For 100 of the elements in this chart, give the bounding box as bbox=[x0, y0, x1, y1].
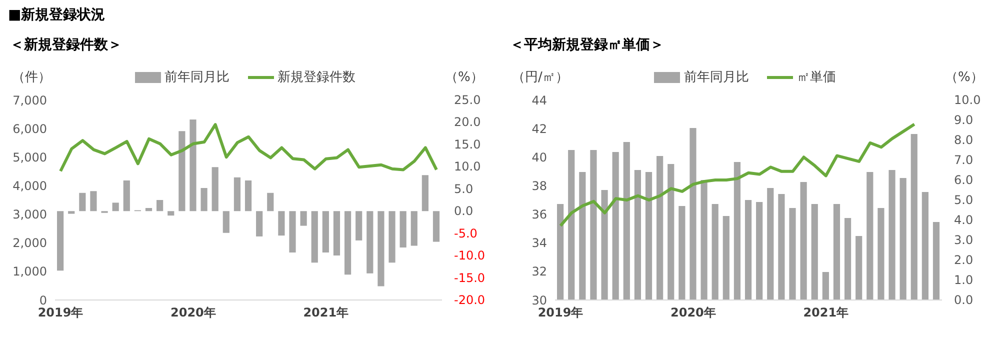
bar bbox=[634, 170, 641, 300]
bar bbox=[800, 182, 807, 300]
y2-tick-label: 6.0 bbox=[954, 173, 974, 187]
bar bbox=[400, 211, 406, 248]
bar bbox=[568, 150, 575, 300]
y2-axis-title: （%） bbox=[945, 69, 984, 86]
y2-axis-title: （%） bbox=[445, 69, 484, 86]
y2-tick-label: 2.0 bbox=[954, 253, 974, 267]
y-tick-label: 0 bbox=[39, 293, 47, 308]
y2-tick-label: 9.0 bbox=[954, 113, 974, 127]
x-tick-label: 2021年 bbox=[803, 306, 849, 320]
bar bbox=[432, 211, 440, 242]
bar bbox=[57, 211, 64, 271]
y2-tick-label: 0.0 bbox=[454, 204, 474, 218]
bar bbox=[388, 211, 396, 263]
y2-tick-label: 20.0 bbox=[454, 115, 481, 130]
y-axis-title: （件） bbox=[12, 69, 51, 86]
bar bbox=[922, 192, 928, 300]
bar bbox=[278, 211, 285, 236]
bar bbox=[311, 211, 318, 263]
bar bbox=[900, 178, 906, 300]
line-series bbox=[59, 123, 438, 173]
y-tick-label: 7,000 bbox=[12, 93, 47, 108]
bar bbox=[178, 131, 186, 212]
bar bbox=[579, 172, 586, 300]
y-tick-label: 4,000 bbox=[12, 178, 47, 193]
bar bbox=[244, 180, 252, 212]
bar bbox=[222, 211, 230, 233]
y2-tick-label: 8.0 bbox=[954, 133, 974, 147]
bar bbox=[811, 204, 818, 300]
bar bbox=[612, 152, 619, 300]
bar bbox=[601, 190, 608, 300]
y2-tick-label: 5.0 bbox=[954, 193, 974, 207]
bar bbox=[833, 204, 840, 300]
line-series bbox=[559, 122, 916, 228]
x-tick-label: 2019年 bbox=[38, 306, 84, 320]
bar bbox=[557, 204, 564, 300]
chart-title: ■新規登録状況 bbox=[8, 6, 106, 24]
x-tick-label: 2020年 bbox=[670, 306, 716, 320]
bar bbox=[744, 200, 752, 300]
bar bbox=[910, 134, 918, 300]
y-tick-label: 30 bbox=[532, 293, 547, 308]
bar bbox=[356, 211, 362, 240]
y2-tick-label: 4.0 bbox=[954, 213, 974, 227]
y2-tick-label: 10.0 bbox=[954, 93, 981, 107]
bar bbox=[156, 200, 164, 212]
bar bbox=[112, 202, 119, 212]
bar bbox=[145, 208, 152, 212]
y2-tick-label: 7.0 bbox=[954, 153, 974, 167]
bar bbox=[756, 202, 763, 300]
chart-subtitle: ＜新規登録件数＞ bbox=[10, 36, 122, 54]
y2-tick-label: 3.0 bbox=[954, 233, 974, 247]
bar bbox=[267, 192, 274, 212]
y-tick-label: 44 bbox=[532, 93, 547, 108]
bar bbox=[234, 177, 241, 212]
y-tick-label: 2,000 bbox=[12, 236, 47, 250]
y2-tick-label: 1.0 bbox=[954, 273, 974, 287]
bar bbox=[767, 188, 774, 300]
x-tick-label: 2019年 bbox=[538, 306, 584, 320]
bar bbox=[168, 211, 174, 216]
legend-label: 新規登録件数 bbox=[278, 69, 356, 86]
bar bbox=[68, 211, 75, 214]
bar bbox=[212, 167, 218, 212]
y-tick-label: 34 bbox=[532, 236, 547, 250]
chart-subtitle: ＜平均新規登録㎡単価＞ bbox=[510, 36, 664, 54]
bar bbox=[322, 211, 329, 252]
bar bbox=[366, 211, 374, 274]
y2-tick-label: -10.0 bbox=[454, 248, 486, 263]
bar bbox=[734, 162, 741, 300]
y2-tick-label: 10.0 bbox=[454, 160, 481, 174]
bar bbox=[866, 172, 874, 300]
bar bbox=[590, 150, 597, 300]
y-tick-label: 5,000 bbox=[12, 150, 47, 164]
bar bbox=[623, 142, 630, 300]
y-tick-label: 42 bbox=[532, 122, 547, 136]
legend-label: 前年同月比 bbox=[684, 69, 749, 86]
bar bbox=[888, 170, 896, 300]
bar bbox=[378, 211, 384, 286]
bar bbox=[410, 211, 418, 246]
x-tick-label: 2020年 bbox=[170, 306, 216, 320]
bar bbox=[778, 194, 785, 300]
y2-tick-label: -5.0 bbox=[454, 226, 478, 240]
bar bbox=[712, 204, 718, 300]
bar bbox=[344, 211, 352, 275]
bar bbox=[90, 191, 97, 212]
y2-tick-label: -20.0 bbox=[454, 293, 486, 307]
x-tick-label: 2021年 bbox=[303, 306, 349, 320]
bar bbox=[678, 206, 686, 300]
bar bbox=[256, 211, 263, 236]
bar bbox=[789, 208, 796, 300]
y-tick-label: 1,000 bbox=[12, 264, 47, 279]
bar bbox=[123, 180, 130, 212]
bar bbox=[300, 211, 307, 226]
y2-tick-label: 0.0 bbox=[954, 293, 974, 307]
y2-tick-label: 15.0 bbox=[454, 137, 481, 152]
y-tick-label: 38 bbox=[532, 178, 547, 193]
y-tick-label: 3,000 bbox=[12, 208, 47, 222]
bar bbox=[422, 175, 428, 212]
bar bbox=[200, 188, 208, 212]
bar bbox=[844, 218, 852, 300]
